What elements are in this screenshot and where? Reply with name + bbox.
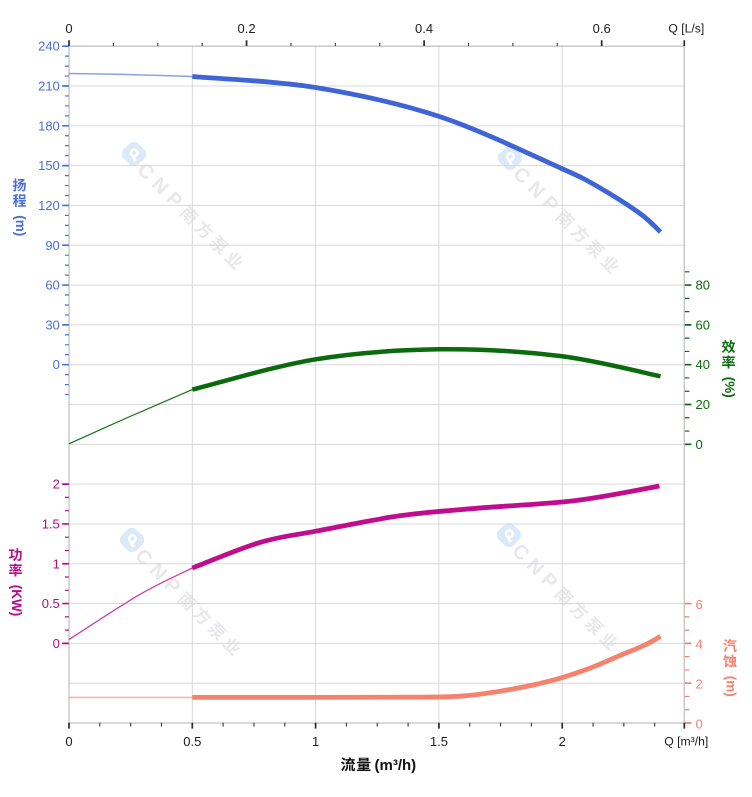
svg-text:1.5: 1.5: [430, 734, 448, 749]
svg-text:0.5: 0.5: [42, 596, 60, 611]
svg-text:1: 1: [53, 556, 60, 571]
svg-text:0.4: 0.4: [415, 21, 433, 36]
svg-text:2: 2: [53, 477, 60, 492]
svg-text:(KW): (KW): [9, 585, 24, 616]
svg-text:Q [m³/h]: Q [m³/h]: [664, 735, 708, 749]
svg-text:0: 0: [53, 357, 60, 372]
svg-text:30: 30: [45, 317, 59, 332]
svg-text:2: 2: [696, 677, 703, 692]
svg-text:0: 0: [696, 437, 703, 452]
svg-text:210: 210: [38, 79, 60, 94]
svg-text:0.2: 0.2: [238, 21, 256, 36]
svg-text:(%): (%): [722, 377, 737, 398]
svg-text:2: 2: [559, 734, 566, 749]
svg-text:60: 60: [45, 278, 59, 293]
svg-text:0: 0: [65, 21, 72, 36]
svg-text:240: 240: [38, 39, 60, 54]
svg-text:Q [L/s]: Q [L/s]: [668, 22, 704, 36]
svg-text:80: 80: [696, 278, 710, 293]
svg-text:0: 0: [696, 716, 703, 731]
svg-text:0: 0: [65, 734, 72, 749]
svg-text:60: 60: [696, 317, 710, 332]
svg-text:(m): (m): [13, 215, 28, 236]
svg-text:6: 6: [696, 597, 703, 612]
svg-text:0.6: 0.6: [593, 21, 611, 36]
svg-text:40: 40: [696, 357, 710, 372]
svg-text:20: 20: [696, 397, 710, 412]
svg-text:0: 0: [53, 636, 60, 651]
svg-text:180: 180: [38, 118, 60, 133]
svg-text:90: 90: [45, 238, 59, 253]
svg-text:150: 150: [38, 158, 60, 173]
svg-text:(m³/h): (m³/h): [375, 757, 417, 774]
svg-text:1.5: 1.5: [42, 516, 60, 531]
svg-text:120: 120: [38, 198, 60, 213]
svg-text:4: 4: [696, 637, 703, 652]
svg-text:0.5: 0.5: [183, 734, 201, 749]
svg-text:1: 1: [312, 734, 319, 749]
svg-text:(m): (m): [724, 676, 739, 697]
